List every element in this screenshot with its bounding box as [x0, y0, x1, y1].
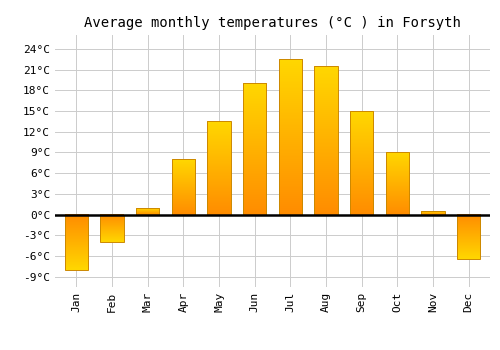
Bar — [457, 215, 480, 259]
Bar — [136, 208, 160, 215]
Bar — [314, 66, 338, 215]
Bar — [100, 215, 124, 242]
Bar — [422, 211, 444, 215]
Bar — [386, 152, 409, 215]
Bar — [243, 83, 266, 215]
Bar — [350, 111, 373, 215]
Bar — [172, 159, 195, 215]
Title: Average monthly temperatures (°C ) in Forsyth: Average monthly temperatures (°C ) in Fo… — [84, 16, 461, 30]
Bar — [65, 215, 88, 270]
Bar — [278, 59, 302, 215]
Bar — [208, 121, 231, 215]
